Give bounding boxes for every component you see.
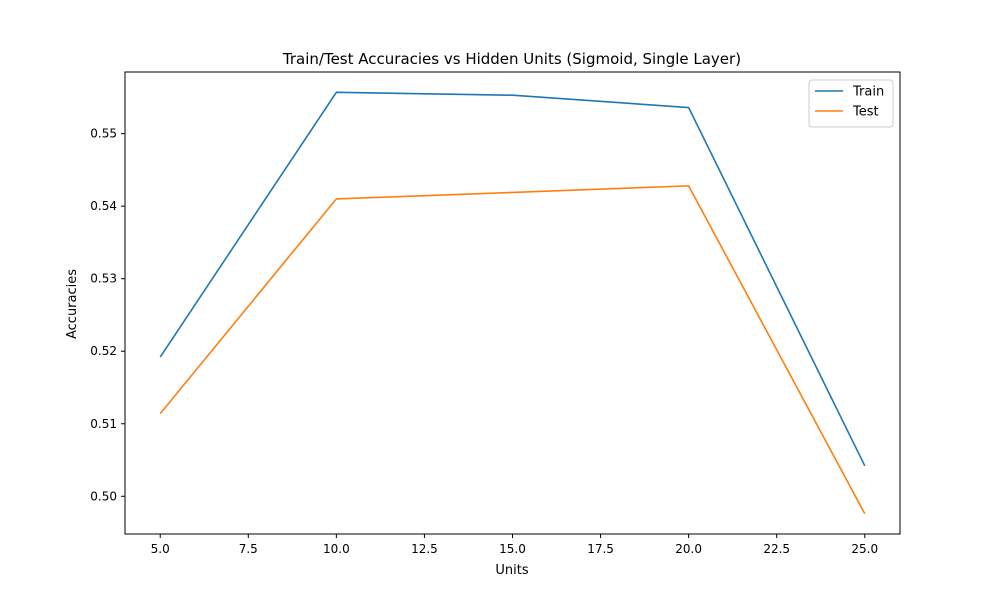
legend: Train Test [808,79,894,128]
x-tick-label: 17.5 [587,542,614,556]
y-tick-label: 0.51 [90,417,117,431]
x-tick-label: 12.5 [411,542,438,556]
x-tick-label: 7.5 [239,542,258,556]
y-tick-label: 0.50 [90,489,117,503]
x-tick-label: 25.0 [851,542,878,556]
plot-frame [124,71,901,535]
x-axis: 5.0 7.5 10.0 12.5 15.0 17.5 20.0 22.5 25.0 [151,534,878,556]
plot-area [159,91,866,515]
series-line-test [159,185,866,515]
legend-label-train: Train [852,85,884,100]
legend-label-test: Test [852,105,879,120]
y-tick-label: 0.54 [90,199,117,213]
x-tick-label: 10.0 [323,542,350,556]
x-tick-label: 15.0 [499,542,526,556]
x-tick-label: 20.0 [675,542,702,556]
x-tick-label: 22.5 [763,542,790,556]
series-line-train [159,91,866,467]
y-tick-label: 0.52 [90,344,117,358]
y-axis-label: Accuracies [65,269,80,339]
x-axis-label: Units [495,563,528,578]
y-tick-label: 0.53 [90,272,117,286]
x-tick-label: 5.0 [151,542,170,556]
chart-title: Train/Test Accuracies vs Hidden Units (S… [282,50,741,68]
y-tick-label: 0.55 [90,127,117,141]
y-axis: 0.50 0.51 0.52 0.53 0.54 0.55 [90,127,125,503]
